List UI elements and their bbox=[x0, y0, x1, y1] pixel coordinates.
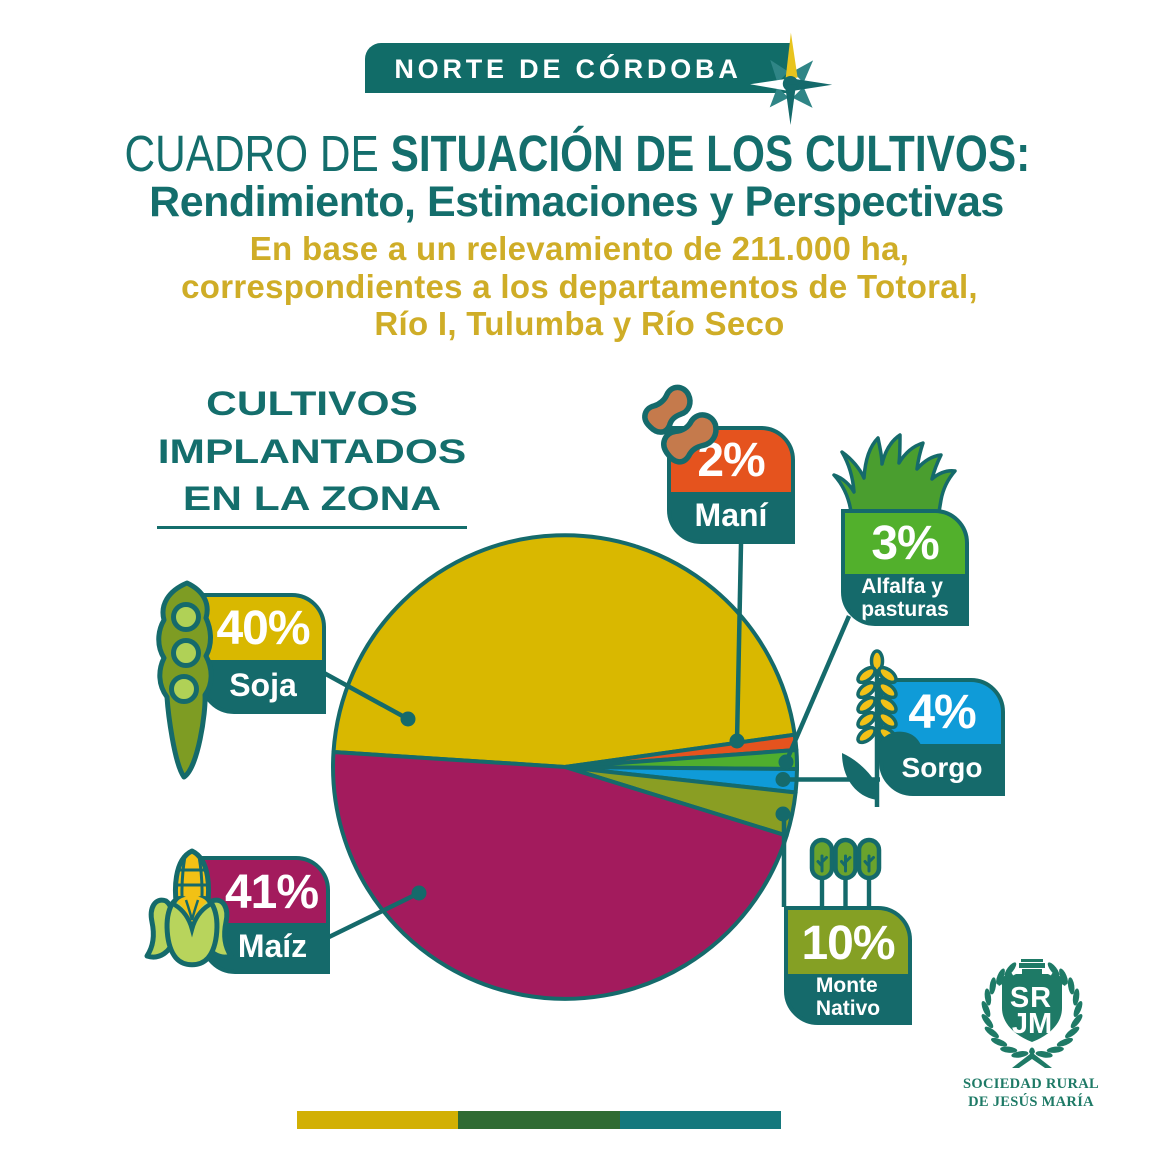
svg-text:SR: SR bbox=[1010, 982, 1052, 1014]
svg-text:JM: JM bbox=[1012, 1008, 1052, 1040]
